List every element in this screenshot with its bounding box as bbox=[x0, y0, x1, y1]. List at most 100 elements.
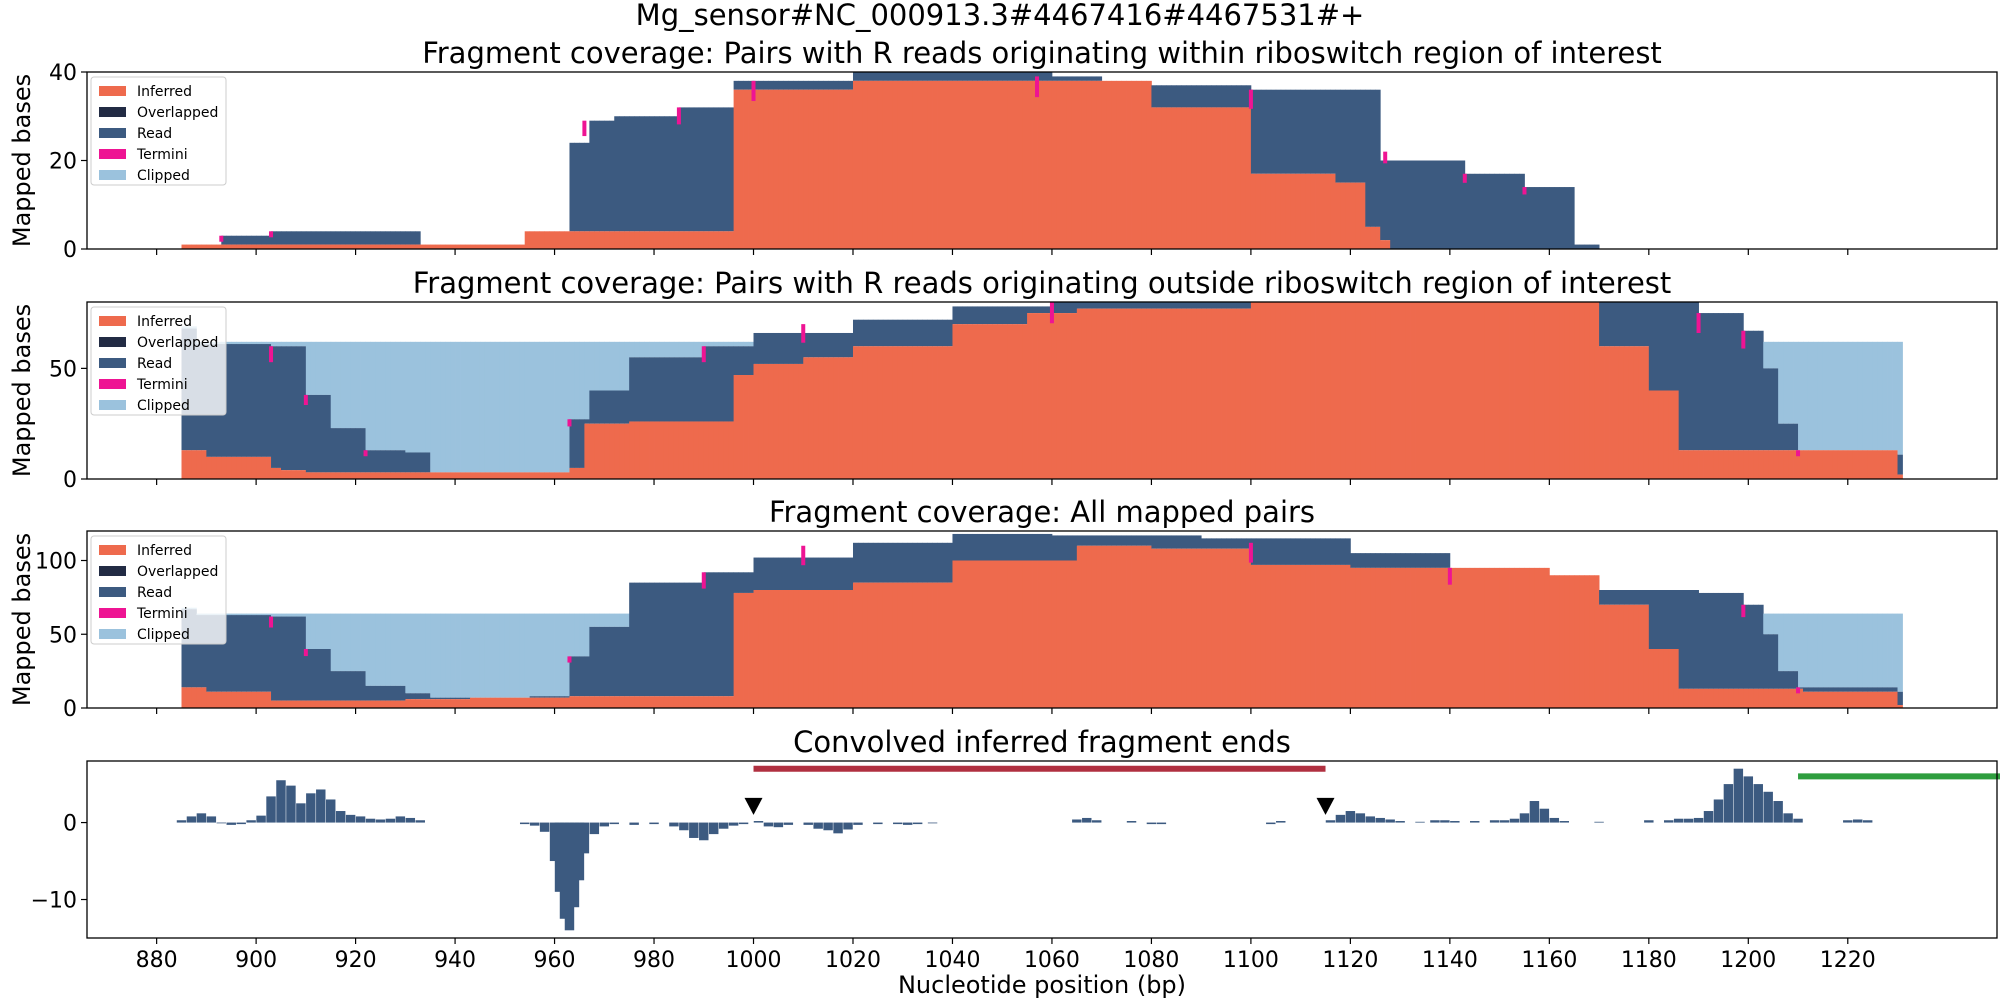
legend-label: Termini bbox=[136, 606, 188, 622]
convolved-bar bbox=[813, 822, 823, 829]
inferred-bar bbox=[748, 375, 754, 479]
clipped-bar bbox=[236, 613, 242, 616]
inferred-bar bbox=[484, 472, 491, 479]
read-bar bbox=[867, 72, 874, 81]
read-bar bbox=[1245, 85, 1252, 108]
clipped-bar bbox=[584, 341, 590, 420]
x-tick-label: 1100 bbox=[1223, 948, 1279, 973]
read-bar bbox=[1778, 423, 1784, 451]
read-bar bbox=[738, 80, 744, 90]
clipped-bar bbox=[509, 341, 516, 473]
panel-title: Fragment coverage: All mapped pairs bbox=[769, 495, 1315, 529]
inferred-bar bbox=[1027, 313, 1033, 479]
read-bar bbox=[1275, 89, 1282, 174]
read-bar bbox=[733, 80, 739, 90]
inferred-bar bbox=[1489, 302, 1496, 479]
clipped-bar bbox=[276, 341, 282, 347]
inferred-bar bbox=[455, 699, 461, 708]
read-bar bbox=[1643, 590, 1650, 605]
inferred-bar bbox=[1832, 691, 1839, 708]
inferred-bar bbox=[897, 582, 904, 708]
inferred-bar bbox=[1365, 226, 1371, 249]
inferred-bar bbox=[1827, 691, 1834, 708]
inferred-bar bbox=[793, 590, 799, 708]
clipped-bar bbox=[1867, 341, 1874, 451]
read-bar bbox=[917, 542, 924, 583]
read-bar bbox=[852, 319, 859, 347]
inferred-bar bbox=[1529, 302, 1535, 479]
inferred-bar bbox=[380, 244, 386, 249]
inferred-bar bbox=[1081, 80, 1088, 249]
inferred-bar bbox=[196, 450, 202, 479]
inferred-bar bbox=[1096, 80, 1103, 249]
inferred-bar bbox=[698, 421, 705, 479]
inferred-bar bbox=[1574, 302, 1580, 479]
read-bar bbox=[280, 231, 287, 245]
clipped-bar bbox=[1817, 613, 1824, 688]
read-bar bbox=[1345, 89, 1351, 183]
convolved-bar bbox=[833, 822, 843, 834]
inferred-bar bbox=[569, 231, 575, 249]
inferred-bar bbox=[1852, 450, 1859, 479]
read-bar bbox=[892, 542, 899, 583]
read-bar bbox=[1101, 302, 1108, 309]
read-bar bbox=[1096, 302, 1103, 309]
read-bar bbox=[1638, 590, 1645, 605]
read-bar bbox=[758, 557, 764, 590]
read-bar bbox=[1022, 306, 1028, 325]
read-bar bbox=[1196, 85, 1202, 108]
inferred-bar bbox=[1370, 302, 1376, 479]
read-bar bbox=[609, 626, 615, 697]
termini-mark bbox=[1248, 542, 1253, 563]
inferred-bar bbox=[1504, 567, 1510, 708]
read-bar bbox=[872, 542, 879, 583]
x-tick-label: 1160 bbox=[1521, 948, 1577, 973]
read-bar bbox=[1812, 687, 1819, 692]
inferred-bar bbox=[1037, 560, 1043, 708]
inferred-bar bbox=[1206, 107, 1212, 250]
inferred-bar bbox=[673, 421, 680, 479]
inferred-bar bbox=[639, 696, 645, 708]
read-bar bbox=[1817, 687, 1824, 692]
read-bar bbox=[574, 142, 580, 232]
clipped-bar bbox=[375, 341, 381, 451]
inferred-bar bbox=[1161, 308, 1167, 479]
convolved-bar bbox=[649, 822, 659, 825]
read-bar bbox=[1405, 160, 1411, 249]
convolved-bar bbox=[823, 822, 833, 831]
read-bar bbox=[738, 572, 744, 593]
clipped-bar bbox=[499, 341, 506, 473]
read-bar bbox=[1156, 85, 1162, 108]
clipped-bar bbox=[435, 341, 441, 473]
inferred-bar bbox=[668, 231, 675, 249]
y-tick-label: 0 bbox=[63, 238, 77, 263]
inferred-bar bbox=[1678, 688, 1685, 708]
inferred-bar bbox=[380, 700, 386, 708]
legend-swatch bbox=[99, 566, 126, 576]
read-bar bbox=[857, 319, 864, 347]
clipped-bar bbox=[266, 613, 272, 616]
convolved-bar bbox=[276, 780, 286, 823]
read-bar bbox=[788, 80, 794, 90]
read-bar bbox=[713, 346, 720, 422]
read-bar bbox=[962, 306, 968, 325]
legend-label: Inferred bbox=[137, 543, 192, 559]
read-bar bbox=[1429, 160, 1436, 249]
read-bar bbox=[335, 428, 342, 473]
inferred-bar bbox=[599, 231, 605, 249]
inferred-bar bbox=[509, 472, 516, 479]
read-bar bbox=[310, 394, 317, 473]
x-tick-label: 1000 bbox=[726, 948, 782, 973]
inferred-bar bbox=[256, 244, 262, 249]
read-bar bbox=[1002, 72, 1008, 81]
y-tick-label: 50 bbox=[49, 623, 77, 648]
read-bar bbox=[271, 616, 277, 701]
inferred-bar bbox=[1037, 313, 1043, 479]
termini-mark bbox=[567, 656, 572, 663]
inferred-bar bbox=[509, 244, 516, 249]
read-bar bbox=[1474, 173, 1481, 249]
read-bar bbox=[1713, 592, 1719, 689]
read-bar bbox=[987, 533, 993, 561]
clipped-bar bbox=[445, 341, 451, 473]
inferred-bar bbox=[1121, 308, 1127, 479]
